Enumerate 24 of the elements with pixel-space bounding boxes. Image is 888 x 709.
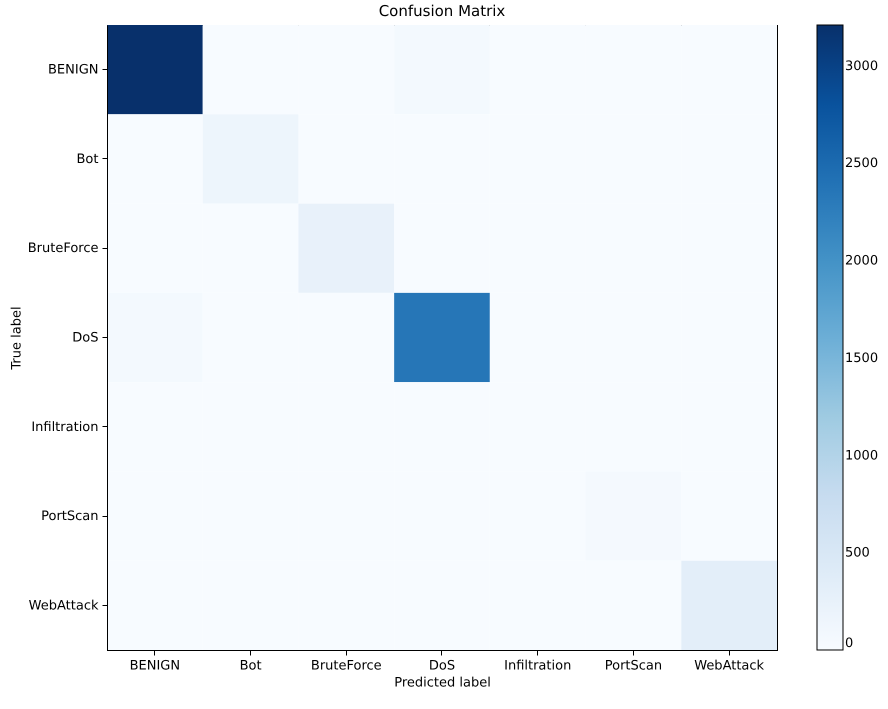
x-tick-label: BENIGN [130, 658, 180, 674]
color-bar-label: 3000 [845, 58, 878, 74]
color-bar-label: 1000 [845, 448, 878, 464]
color-bar-label: 500 [845, 546, 870, 561]
color-bar-label: 1500 [845, 350, 878, 366]
y-axis-title: True label [10, 306, 25, 371]
x-tick-label: Bot [240, 658, 262, 674]
x-tick-label: BruteForce [310, 658, 382, 674]
y-tick-label: BruteForce [28, 241, 98, 256]
y-tick-label: BENIGN [48, 62, 98, 78]
y-tick-label: WebAttack [28, 598, 99, 614]
y-tick-label: PortScan [41, 509, 98, 524]
x-tick-label: WebAttack [694, 658, 765, 674]
color-bar-label: 2000 [845, 254, 878, 269]
color-bar-label: 0 [845, 636, 854, 651]
x-axis-title: Predicted label [394, 676, 491, 690]
y-tick-label: Infiltration [31, 420, 98, 435]
y-tick-label: DoS [72, 330, 98, 346]
x-tick-label: DoS [428, 658, 456, 674]
x-tick-label: Infiltration [504, 658, 572, 674]
chart-title: Confusion Matrix [378, 2, 506, 20]
color-bar-label: 2500 [845, 156, 878, 172]
x-tick-label: PortScan [604, 658, 662, 674]
y-tick-label: Bot [76, 152, 98, 167]
